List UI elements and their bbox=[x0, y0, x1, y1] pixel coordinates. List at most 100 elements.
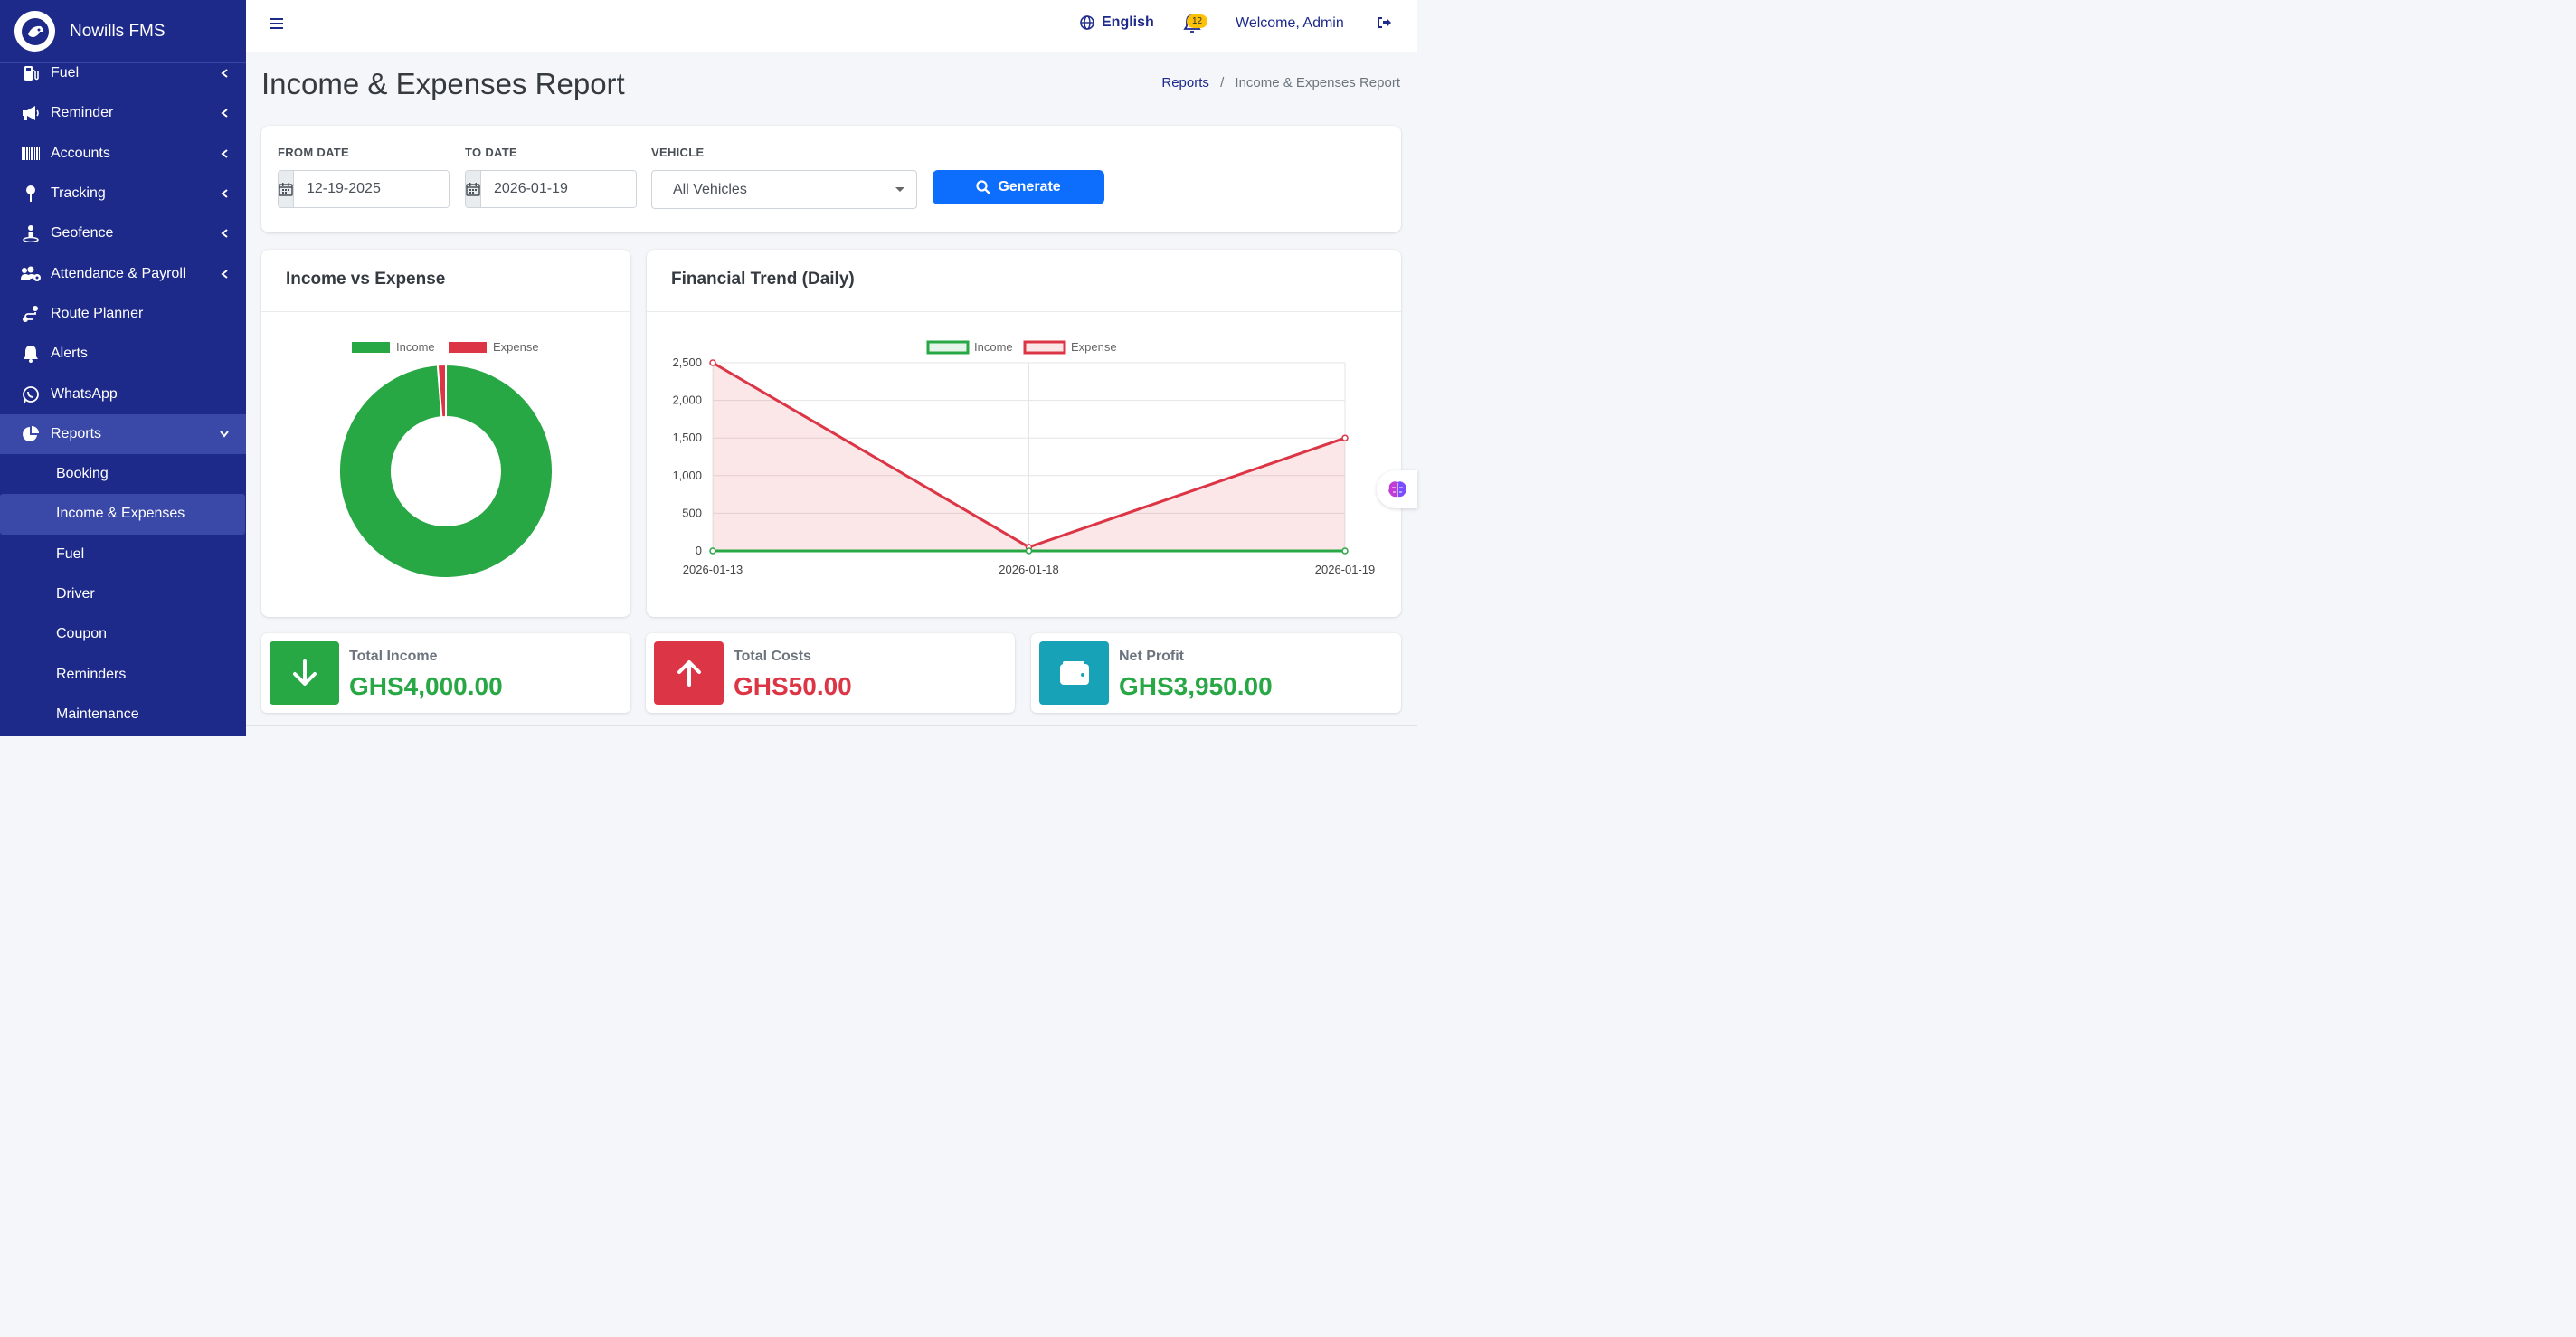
sidebar-item-label: WhatsApp bbox=[51, 385, 118, 402]
sidebar-item-label: Accounts bbox=[51, 145, 110, 161]
brand-logo-icon bbox=[14, 11, 55, 52]
legend-label-expense[interactable]: Expense bbox=[1071, 340, 1117, 354]
legend-label-income[interactable]: Income bbox=[974, 340, 1013, 354]
pie-chart-icon bbox=[20, 424, 42, 444]
sidebar-subitem-booking[interactable]: Booking bbox=[56, 466, 109, 482]
y-tick-label: 2,000 bbox=[672, 394, 702, 407]
sidebar-item-label: Alerts bbox=[51, 346, 88, 362]
donut-slice-expense[interactable] bbox=[436, 363, 447, 419]
caret-down-icon bbox=[895, 187, 904, 192]
x-tick-label: 2026-01-19 bbox=[1315, 563, 1376, 576]
card-divider bbox=[647, 311, 1401, 312]
x-tick-label: 2026-01-13 bbox=[683, 563, 743, 576]
legend-swatch-income[interactable] bbox=[926, 340, 970, 355]
generate-button-label: Generate bbox=[998, 179, 1061, 194]
location-person-icon bbox=[20, 223, 42, 243]
sidebar-item-reminder[interactable]: Reminder bbox=[0, 93, 246, 133]
sidebar-item-geofence[interactable]: Geofence bbox=[0, 213, 246, 253]
filter-card: FROM DATE TO DATE VEHICLE All Vehicles G… bbox=[261, 126, 1401, 232]
trend-chart-title: Financial Trend (Daily) bbox=[671, 270, 855, 289]
sidebar-subitem-driver[interactable]: Driver bbox=[56, 586, 95, 602]
chevron-left-icon bbox=[219, 269, 230, 280]
arrow-down-icon bbox=[270, 641, 339, 705]
megaphone-icon bbox=[20, 103, 42, 123]
y-tick-label: 500 bbox=[682, 506, 702, 519]
globe-icon bbox=[1080, 15, 1094, 30]
breadcrumb: Reports / Income & Expenses Report bbox=[1161, 75, 1400, 90]
from-date-group bbox=[278, 170, 450, 208]
calendar-icon[interactable] bbox=[466, 171, 481, 207]
chevron-left-icon bbox=[219, 68, 230, 79]
sidebar-item-attendance-payroll[interactable]: Attendance & Payroll bbox=[0, 253, 246, 293]
language-selector[interactable]: English bbox=[1080, 14, 1154, 31]
financial-trend-card: Financial Trend (Daily) Income Expense 0 5… bbox=[647, 250, 1401, 617]
route-icon bbox=[20, 304, 42, 324]
sidebar-item-tracking[interactable]: Tracking bbox=[0, 174, 246, 213]
map-pin-icon bbox=[20, 184, 42, 204]
sidebar-item-label: Attendance & Payroll bbox=[51, 265, 186, 281]
from-date-input[interactable] bbox=[294, 171, 449, 207]
chevron-left-icon bbox=[219, 188, 230, 199]
donut-slice-income[interactable] bbox=[338, 363, 554, 579]
sidebar-item-reports[interactable]: Reports bbox=[0, 413, 246, 454]
sidebar-subitem-coupon[interactable]: Coupon bbox=[56, 626, 108, 642]
gas-pump-icon bbox=[20, 63, 42, 83]
logout-icon[interactable] bbox=[1377, 16, 1391, 33]
wallet-icon bbox=[1039, 641, 1109, 705]
sidebar-item-alerts[interactable]: Alerts bbox=[0, 334, 246, 374]
y-tick-label: 1,500 bbox=[672, 431, 702, 444]
chevron-left-icon bbox=[219, 148, 230, 159]
breadcrumb-reports-link[interactable]: Reports bbox=[1161, 75, 1209, 90]
total-costs-value: GHS50.00 bbox=[734, 672, 852, 700]
welcome-user-menu[interactable]: Welcome, Admin bbox=[1236, 15, 1344, 31]
sidebar-item-fuel[interactable]: Fuel bbox=[0, 53, 246, 93]
data-point-income[interactable] bbox=[1025, 547, 1033, 555]
brand[interactable]: Nowills FMS bbox=[0, 0, 246, 63]
legend-label-income[interactable]: Income bbox=[396, 340, 435, 354]
sidebar-subitem-maintenance[interactable]: Maintenance bbox=[56, 706, 139, 722]
reports-subnav: Booking Income & Expenses Fuel Driver Co… bbox=[0, 453, 246, 735]
data-point-income[interactable] bbox=[709, 547, 716, 555]
line-chart: Income Expense 0 500 1,000 1,500 2,000 2,500 20… bbox=[672, 340, 1376, 576]
legend-label-expense[interactable]: Expense bbox=[493, 340, 539, 354]
calendar-icon[interactable] bbox=[279, 171, 294, 207]
brand-name: Nowills FMS bbox=[70, 21, 166, 41]
whatsapp-icon bbox=[20, 384, 42, 404]
net-profit-label: Net Profit bbox=[1119, 649, 1184, 664]
data-point-expense[interactable] bbox=[709, 359, 716, 366]
sidebar-item-route-planner[interactable]: Route Planner bbox=[0, 294, 246, 334]
vehicle-label: VEHICLE bbox=[651, 146, 705, 159]
data-point-income[interactable] bbox=[1341, 547, 1349, 555]
legend-swatch-expense[interactable] bbox=[1023, 340, 1066, 355]
total-costs-card: Total Costs GHS50.00 bbox=[646, 633, 1015, 713]
y-tick-label: 1,000 bbox=[672, 469, 702, 482]
ai-assistant-brain-icon[interactable] bbox=[1377, 470, 1417, 508]
to-date-input[interactable] bbox=[481, 171, 636, 207]
sidebar: Nowills FMS Fuel Reminder Accounts Track… bbox=[0, 0, 246, 736]
net-profit-card: Net Profit GHS3,950.00 bbox=[1031, 633, 1401, 713]
sidebar-item-whatsapp[interactable]: WhatsApp bbox=[0, 374, 246, 413]
sidebar-subitem-fuel[interactable]: Fuel bbox=[56, 545, 85, 562]
breadcrumb-separator: / bbox=[1220, 75, 1225, 90]
total-income-value: GHS4,000.00 bbox=[349, 672, 503, 700]
sidebar-subitem-income-expenses[interactable]: Income & Expenses bbox=[0, 494, 245, 535]
hamburger-menu-icon[interactable] bbox=[270, 16, 284, 31]
total-costs-label: Total Costs bbox=[734, 649, 811, 664]
sidebar-item-label: Route Planner bbox=[51, 305, 144, 321]
search-icon bbox=[976, 180, 991, 194]
sidebar-subitem-reminders[interactable]: Reminders bbox=[56, 666, 127, 682]
income-vs-expense-card: Income vs Expense Income Expense bbox=[261, 250, 630, 617]
to-date-group bbox=[465, 170, 637, 208]
sidebar-item-accounts[interactable]: Accounts bbox=[0, 134, 246, 174]
sidebar-item-label: Fuel bbox=[51, 65, 80, 81]
x-tick-label: 2026-01-18 bbox=[999, 563, 1059, 576]
generate-button[interactable]: Generate bbox=[933, 170, 1104, 204]
total-income-label: Total Income bbox=[349, 649, 438, 664]
chevron-left-icon bbox=[219, 108, 230, 119]
vehicle-select[interactable]: All Vehicles bbox=[651, 170, 917, 209]
sidebar-nav: Fuel Reminder Accounts Tracking Geofence… bbox=[0, 53, 246, 454]
data-point-expense[interactable] bbox=[1341, 434, 1349, 441]
legend-swatch-expense[interactable] bbox=[449, 342, 487, 353]
legend-swatch-income[interactable] bbox=[352, 342, 390, 353]
chevron-left-icon bbox=[219, 228, 230, 239]
